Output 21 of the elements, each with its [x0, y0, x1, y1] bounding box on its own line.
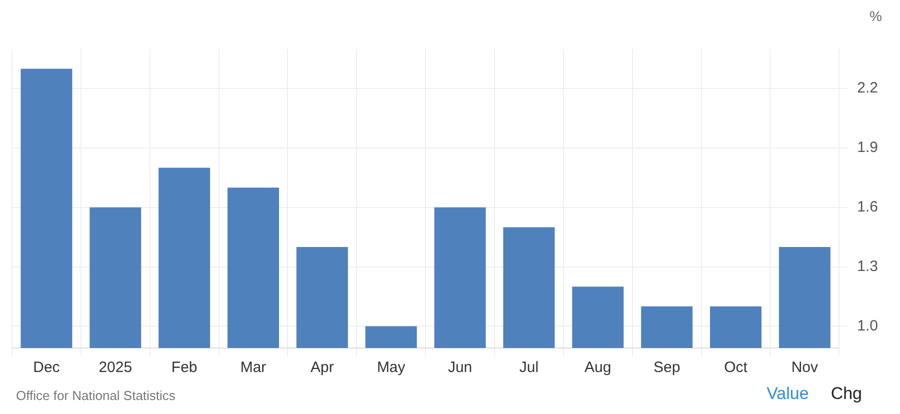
x-tick-label: Jul: [519, 359, 539, 376]
x-tick-label: Jun: [448, 359, 472, 376]
y-tick-label: 1.3: [857, 258, 878, 275]
text: Chg: [830, 384, 862, 404]
y-tick-label: 1.9: [857, 139, 878, 156]
x-tick-label: 2025: [98, 359, 132, 376]
x-tick-label: May: [376, 359, 406, 376]
y-tick-label: 2.2: [857, 80, 878, 97]
x-tick-label: Nov: [791, 359, 819, 376]
text: Office for National Statistics: [16, 388, 176, 403]
y-axis-title: %: [870, 8, 882, 24]
x-tick-label: Sep: [653, 359, 680, 376]
x-tick-label: Apr: [310, 359, 334, 376]
x-tick-label: Dec: [33, 359, 60, 376]
x-tick-label: Aug: [584, 359, 612, 376]
x-tick-label: Oct: [724, 359, 748, 376]
x-tick-label: Mar: [240, 359, 266, 376]
text: Value: [766, 384, 809, 404]
y-tick-label: 1.6: [857, 198, 878, 216]
x-tick-label: Feb: [171, 359, 198, 376]
y-tick-label: 1.0: [857, 317, 878, 334]
